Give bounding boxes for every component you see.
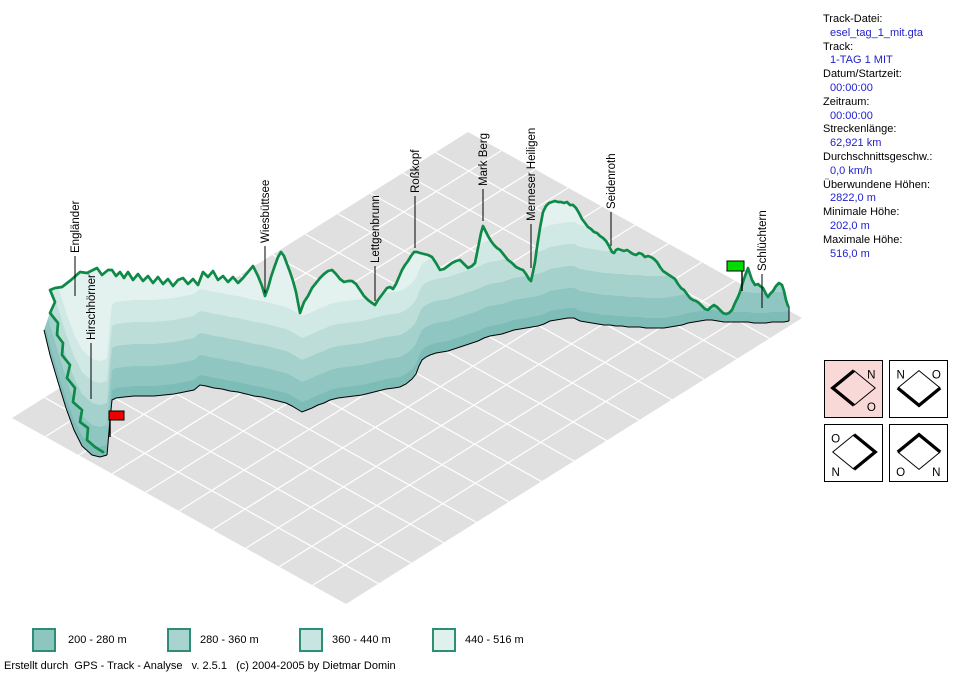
diamond-thin-edge bbox=[897, 451, 941, 471]
waypoint-label: Schlüchtern bbox=[757, 210, 769, 271]
waypoint-label: Hirschhörner bbox=[86, 274, 98, 340]
info-value: 202,0 m bbox=[830, 219, 870, 232]
waypoint-label: Seidenroth bbox=[606, 153, 618, 209]
diamond-thick-edge bbox=[896, 432, 942, 454]
compass-letter: O bbox=[932, 369, 941, 381]
view-button-north[interactable]: O N bbox=[889, 424, 948, 482]
elevation-legend: 200 - 280 m 280 - 360 m 360 - 440 m 440 - 5… bbox=[0, 626, 820, 656]
end-flag bbox=[726, 260, 745, 291]
waypoint-label: Merneser Heiligen bbox=[526, 128, 538, 221]
waypoint-label: Mark Berg bbox=[478, 133, 490, 186]
info-label: Track: bbox=[823, 40, 854, 53]
wall-bottom-edge bbox=[106, 317, 790, 456]
info-label: Streckenlänge: bbox=[823, 123, 897, 136]
info-value: 00:00:00 bbox=[830, 81, 873, 94]
legend-swatch bbox=[167, 628, 191, 652]
track-profile-line bbox=[48, 199, 790, 454]
info-label: Minimale Höhe: bbox=[823, 206, 900, 219]
diamond-thin-edge bbox=[831, 434, 855, 470]
diamond-thick-edge bbox=[830, 369, 856, 407]
legend-range-label: 280 - 360 m bbox=[200, 634, 259, 646]
legend-swatch bbox=[32, 628, 56, 652]
compass-letter: O bbox=[831, 433, 840, 445]
info-value: 0,0 km/h bbox=[830, 164, 873, 177]
start-flag bbox=[108, 410, 125, 437]
waypoint-labels: Engländer Hirschhörner Wiesbüttsee Lettgenb… bbox=[70, 128, 769, 399]
diamond-thick-edge bbox=[852, 433, 878, 471]
info-label: Datum/Startzeit: bbox=[823, 68, 902, 81]
wall-left-base-edge bbox=[43, 329, 108, 458]
diamond-thick-edge bbox=[896, 386, 942, 408]
compass-letter: O bbox=[867, 402, 876, 414]
legend-range-label: 360 - 440 m bbox=[332, 634, 391, 646]
compass-letter: O bbox=[896, 467, 905, 479]
diamond-thin-edge bbox=[897, 370, 941, 389]
view-button-west[interactable]: N O bbox=[824, 360, 883, 418]
info-value: 1-TAG 1 MIT bbox=[830, 54, 893, 67]
waypoint-label: Lettgenbrunn bbox=[370, 195, 382, 263]
legend-swatch bbox=[299, 628, 323, 652]
diamond-thin-edge bbox=[853, 370, 876, 406]
view-direction-buttons: N O N O O N O N bbox=[824, 360, 948, 483]
compass-letter: N bbox=[867, 369, 875, 381]
compass-letter: N bbox=[831, 467, 839, 479]
app-credit-text: Erstellt durch GPS - Track - Analyse v. … bbox=[4, 660, 396, 672]
info-label: Durchschnittsgeschw.: bbox=[823, 150, 933, 163]
view-button-south[interactable]: N O bbox=[889, 360, 948, 418]
legend-range-label: 200 - 280 m bbox=[68, 634, 127, 646]
track-info-panel: Track-Datei: esel_tag_1_mit.gta Track: 1-TA… bbox=[823, 13, 961, 261]
info-value: 516,0 m bbox=[830, 247, 870, 260]
info-value: 2822,0 m bbox=[830, 192, 876, 205]
info-label: Zeitraum: bbox=[823, 95, 870, 108]
compass-letter: N bbox=[932, 467, 940, 479]
info-value: 00:00:00 bbox=[830, 109, 873, 122]
legend-range-label: 440 - 516 m bbox=[465, 634, 524, 646]
waypoint-label: Roßkopf bbox=[410, 149, 422, 193]
info-label: Track-Datei: bbox=[823, 13, 883, 25]
view-button-east[interactable]: O N bbox=[824, 424, 883, 482]
legend-swatch bbox=[432, 628, 456, 652]
waypoint-label: Engländer bbox=[70, 200, 82, 253]
info-value: 62,921 km bbox=[830, 137, 882, 150]
info-label: Überwundene Höhen: bbox=[823, 178, 931, 191]
waypoint-label: Wiesbüttsee bbox=[260, 180, 272, 243]
info-label: Maximale Höhe: bbox=[823, 233, 903, 246]
compass-letter: N bbox=[896, 369, 904, 381]
info-value: esel_tag_1_mit.gta bbox=[830, 26, 923, 39]
